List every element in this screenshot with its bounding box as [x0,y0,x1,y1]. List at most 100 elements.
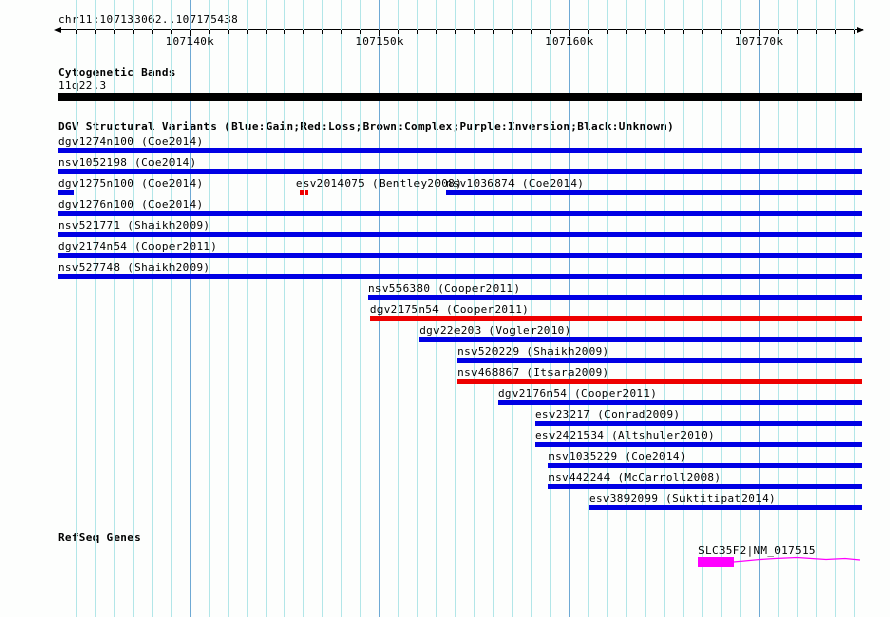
gridline-minor [455,0,457,617]
ruler-tick [303,30,305,34]
ruler-tick [626,30,627,34]
ruler-line [57,29,863,30]
ruler-tick [170,30,172,34]
variant-bar[interactable] [419,337,862,342]
ruler-tick [758,30,760,36]
gene-label[interactable]: SLC35F2|NM_017515 [698,544,816,557]
variant-bar[interactable] [457,379,862,384]
variant-bar[interactable] [445,190,862,195]
variant-bar[interactable] [58,211,862,216]
ruler-tick [569,30,571,36]
gridline-major [758,0,760,617]
gridline-minor [246,0,248,617]
variant-bar[interactable] [548,463,862,468]
gridline-minor [644,0,646,617]
variant-label[interactable]: esv3892099 (Suktitipat2014) [589,492,776,505]
ruler-tick [398,30,400,34]
cytoband-bar[interactable] [58,93,862,101]
gridline-minor [151,0,153,617]
variant-label[interactable]: dgv2174n54 (Cooper2011) [58,240,218,253]
ruler-left-arrow-icon [54,27,61,33]
variant-bar[interactable] [305,190,309,195]
ruler-tick [474,30,476,34]
variant-label[interactable]: nsv1035229 (Coe2014) [548,450,687,463]
gridline-minor [265,0,267,617]
gridline-minor [208,0,210,617]
variant-label[interactable]: dgv1276n100 (Coe2014) [58,198,204,211]
variant-label[interactable]: esv2421534 (Altshuler2010) [534,429,715,442]
ruler-tick [132,30,134,34]
variant-label[interactable]: dgv2175n54 (Cooper2011) [369,303,530,316]
variant-label[interactable]: nsv1052198 (Coe2014) [58,156,197,169]
ruler-tick [720,30,722,34]
variant-bar[interactable] [58,190,74,195]
gridline-minor [227,0,229,617]
dgv-track-title: DGV Structural Variants (Blue:Gain;Red:L… [58,120,675,133]
variant-label[interactable]: nsv521771 (Shaikh2009) [58,219,211,232]
region-label: chr11:107133062..107175438 [58,13,238,26]
variant-label[interactable]: esv23217 (Conrad2009) [534,408,681,421]
ruler-tick [682,30,684,34]
ruler-tick [550,30,552,34]
gridline-minor [398,0,400,617]
variant-bar[interactable] [589,505,862,510]
variant-label[interactable]: nsv520229 (Shaikh2009) [457,345,610,358]
variant-label[interactable]: nsv1036874 (Coe2014) [445,177,585,190]
variant-bar[interactable] [497,400,862,405]
gridline-minor [663,0,665,617]
ruler-tick [322,30,324,34]
variant-label[interactable]: esv2014075 (Bentley2008) [295,177,463,190]
variant-label[interactable]: nsv527748 (Shaikh2009) [58,261,211,274]
gridline-minor [94,0,96,617]
gridline-minor [417,0,419,617]
variant-label[interactable]: dgv1275n100 (Coe2014) [58,177,204,190]
gridline-minor [720,0,722,617]
ruler-tick [75,30,77,34]
variant-bar[interactable] [457,358,862,363]
variant-label[interactable]: nsv556380 (Cooper2011) [367,282,521,295]
ruler-tick [588,30,590,34]
variant-bar[interactable] [369,316,862,321]
variant-bar[interactable] [367,295,862,300]
ruler-tick [113,30,115,34]
ruler-tick [853,30,855,34]
ruler-tick [644,30,646,34]
variant-bar[interactable] [534,442,862,447]
gene-exon-box[interactable] [698,557,735,567]
ruler-tick [531,30,533,34]
variant-label[interactable]: nsv468867 (Itsara2009) [457,366,610,379]
variant-label[interactable]: dgv22e203 (Vogler2010) [419,324,572,337]
gridline-minor [588,0,590,617]
variant-label[interactable]: dgv1274n100 (Coe2014) [58,135,204,148]
ruler-tick [341,30,343,34]
variant-bar[interactable] [58,148,862,153]
gridline-minor [322,0,324,617]
gridline-minor [815,0,817,617]
variant-bar[interactable] [534,421,862,426]
ruler-tick [151,30,153,34]
ruler-tick [379,30,381,36]
ruler-tick-label: 107160k [545,35,594,48]
variant-bar[interactable] [58,274,862,279]
ruler-tick [512,30,514,34]
variant-bar[interactable] [548,484,862,489]
variant-bar[interactable] [58,232,862,237]
ruler-tick [208,30,210,34]
variant-bar[interactable] [58,253,862,258]
gridline-minor [777,0,779,617]
ruler-tick [607,30,609,34]
ruler-tick [436,30,438,34]
ruler-tick-label: 107140k [165,35,215,48]
gridline-minor [834,0,836,617]
variant-label[interactable]: nsv442244 (McCarroll2008) [548,471,722,484]
variant-label[interactable]: dgv2176n54 (Cooper2011) [497,387,658,400]
ruler-tick [701,30,703,34]
gridline-minor [113,0,115,617]
gridline-minor [341,0,343,617]
variant-bar[interactable] [58,169,862,174]
ruler-tick [227,30,229,34]
refseq-track-title: RefSeq Genes [58,531,142,544]
variant-bar[interactable] [300,190,305,195]
ruler-tick [834,30,836,34]
